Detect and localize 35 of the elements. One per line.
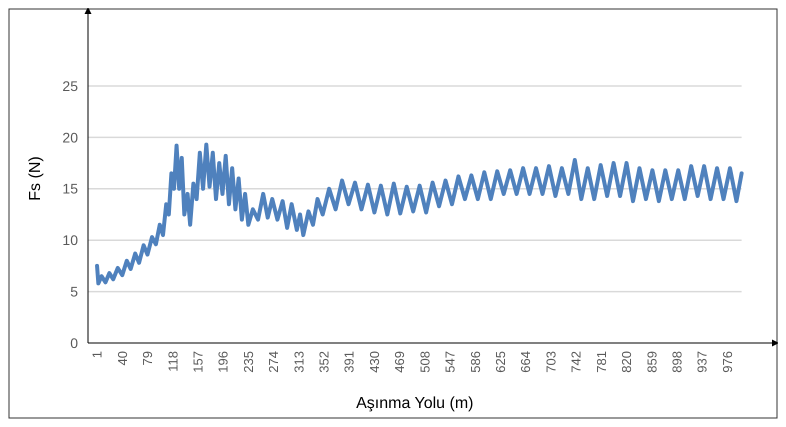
x-axis-title: Aşınma Yolu (m) bbox=[356, 395, 474, 412]
y-tick-label: 10 bbox=[62, 232, 78, 248]
y-tick-label: 20 bbox=[62, 129, 78, 146]
x-tick-label: 469 bbox=[392, 351, 408, 373]
x-tick-label: 508 bbox=[417, 351, 432, 373]
x-tick-label: 118 bbox=[165, 351, 180, 372]
x-tick-label: 976 bbox=[720, 351, 735, 373]
y-tick-label: 5 bbox=[70, 283, 78, 300]
x-tick-label: 742 bbox=[568, 351, 584, 373]
x-tick-label: 391 bbox=[342, 351, 357, 373]
x-tick-label: 1 bbox=[90, 351, 105, 358]
y-tick-label: 0 bbox=[70, 334, 78, 351]
x-tick-label: 586 bbox=[468, 351, 483, 373]
x-tick-label: 859 bbox=[644, 351, 660, 373]
x-tick-label: 547 bbox=[442, 351, 458, 373]
x-tick-label: 820 bbox=[619, 351, 634, 373]
x-tick-label: 274 bbox=[266, 351, 282, 373]
x-tick-label: 313 bbox=[291, 351, 306, 373]
x-tick-label: 625 bbox=[493, 351, 508, 373]
y-tick-label: 25 bbox=[62, 78, 78, 94]
x-tick-label: 898 bbox=[670, 351, 685, 373]
x-tick-label: 196 bbox=[216, 351, 231, 373]
x-tick-label: 157 bbox=[190, 351, 206, 373]
line-series bbox=[95, 142, 744, 286]
x-tick-label: 937 bbox=[694, 351, 710, 373]
y-tick-label: 15 bbox=[62, 180, 78, 197]
x-tick-label: 664 bbox=[518, 351, 534, 373]
x-tick-label: 703 bbox=[543, 351, 558, 373]
y-axis-title: Fs (N) bbox=[27, 156, 44, 201]
x-tick-label: 430 bbox=[366, 351, 382, 373]
x-tick-label: 781 bbox=[594, 351, 609, 373]
x-tick-label: 79 bbox=[140, 351, 156, 366]
x-tick-label: 40 bbox=[114, 351, 130, 366]
x-tick-label: 352 bbox=[316, 351, 332, 373]
x-tick-label: 235 bbox=[240, 351, 256, 373]
